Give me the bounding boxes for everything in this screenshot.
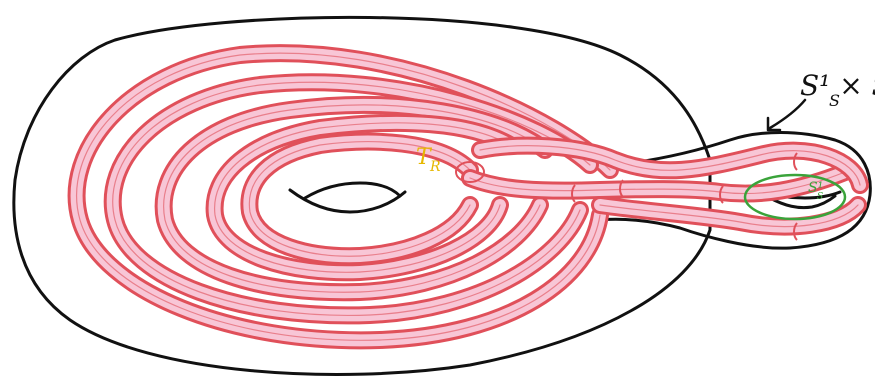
main-surface-outline <box>12 15 712 376</box>
ribbon-centerline <box>163 104 546 293</box>
genus-hole-handle-lower <box>768 194 837 210</box>
green-circle <box>743 173 847 221</box>
tube-mark <box>571 184 576 203</box>
tube-mark <box>719 185 724 204</box>
ribbon-spiral <box>67 44 869 350</box>
ribbon-centerline <box>112 81 591 317</box>
ribbon-centerline <box>248 141 471 257</box>
circle-label-subscript: S <box>817 192 823 202</box>
product-label-subscript: S <box>829 91 840 110</box>
torus-label-subscript: R <box>429 159 441 175</box>
label-arrowhead <box>766 116 782 132</box>
ribbon-centerline <box>214 122 511 273</box>
neck-upper-outline <box>599 131 872 250</box>
ribbon-centerline <box>599 204 859 228</box>
circle-label: S¹ <box>808 180 823 196</box>
tube-marks <box>571 152 798 241</box>
ribbon-centerline <box>469 171 846 195</box>
torus-label: T <box>416 145 433 170</box>
tube-mark <box>619 179 624 198</box>
genus-hole-main <box>288 188 407 214</box>
torus-ring <box>455 161 485 183</box>
genus-hole-main-upper <box>303 181 402 200</box>
product-label: S¹ × S³ <box>800 69 875 102</box>
ribbon-centerline <box>75 52 611 341</box>
tube-mark <box>793 222 798 241</box>
label-arrow <box>768 98 807 130</box>
ribbon-centerline <box>479 145 861 186</box>
tube-mark <box>793 152 798 171</box>
